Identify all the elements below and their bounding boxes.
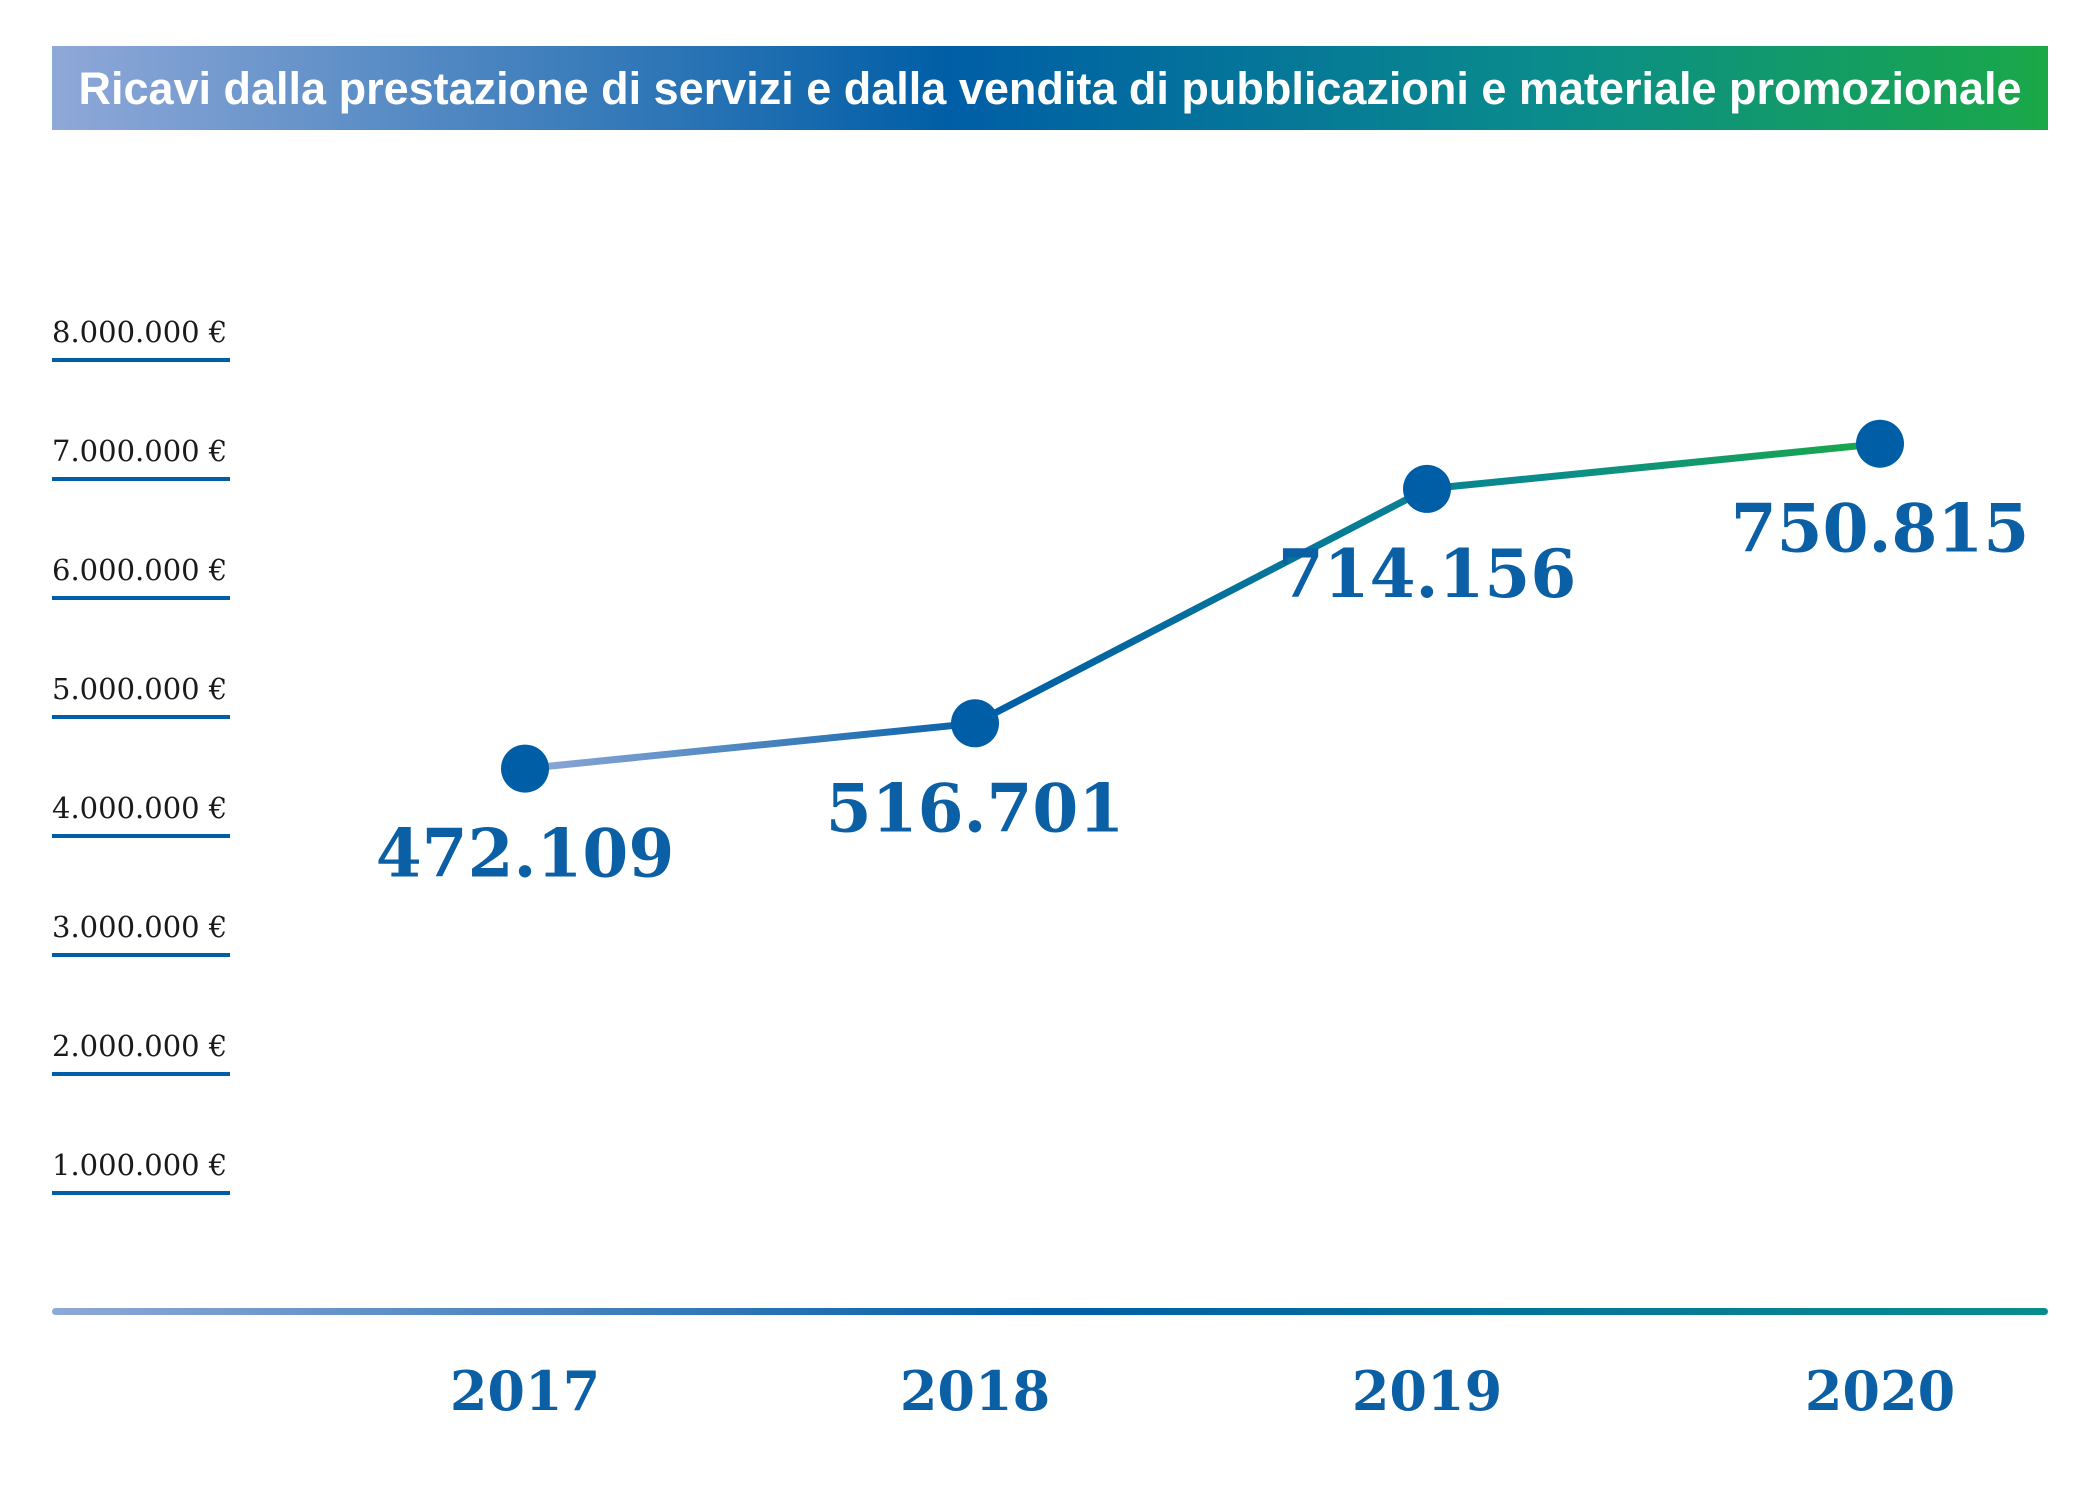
- data-label-2019: 714.156: [1278, 535, 1577, 613]
- data-label-2017: 472.109: [376, 815, 675, 893]
- y-tick-label: 5.000.000 €: [52, 672, 227, 706]
- y-tick-label: 1.000.000 €: [52, 1148, 227, 1182]
- x-tick-label: 2017: [450, 1359, 600, 1423]
- y-tick-mark: [52, 477, 230, 481]
- title-bar: [52, 46, 2048, 130]
- chart-title: Ricavi dalla prestazione di servizi e da…: [78, 63, 2021, 114]
- y-tick-mark: [52, 715, 230, 719]
- y-tick-mark: [52, 1072, 230, 1076]
- y-tick-label: 3.000.000 €: [52, 910, 227, 944]
- y-tick-mark: [52, 953, 230, 957]
- y-tick-mark: [52, 1191, 230, 1195]
- y-tick-mark: [52, 596, 230, 600]
- x-tick-label: 2019: [1352, 1359, 1502, 1423]
- data-label-2018: 516.701: [826, 769, 1125, 847]
- x-axis-ticks: 2017 2018 2019 2020: [450, 1359, 1955, 1423]
- data-label-2020: 750.815: [1731, 490, 2030, 568]
- y-tick-mark: [52, 358, 230, 362]
- series-line: [521, 440, 1884, 773]
- y-tick-label: 2.000.000 €: [52, 1029, 227, 1063]
- y-tick-mark: [52, 834, 230, 838]
- y-axis-ticks: 1.000.000 € 2.000.000 € 3.000.000 € 4.000.0…: [52, 315, 230, 1195]
- x-tick-label: 2020: [1805, 1359, 1955, 1423]
- data-point-2020: [1856, 419, 1904, 468]
- data-labels: 472.109 516.701 714.156 750.815: [376, 490, 2030, 893]
- y-tick-label: 7.000.000 €: [52, 434, 227, 468]
- x-axis-line: [52, 1308, 2048, 1315]
- data-point-2018: [951, 699, 999, 748]
- y-tick-label: 6.000.000 €: [52, 553, 227, 587]
- data-point-2017: [501, 744, 549, 793]
- data-point-2019: [1403, 464, 1451, 513]
- y-tick-label: 8.000.000 €: [52, 315, 227, 349]
- x-tick-label: 2018: [900, 1359, 1050, 1423]
- data-points: [501, 419, 1904, 793]
- y-tick-label: 4.000.000 €: [52, 791, 227, 825]
